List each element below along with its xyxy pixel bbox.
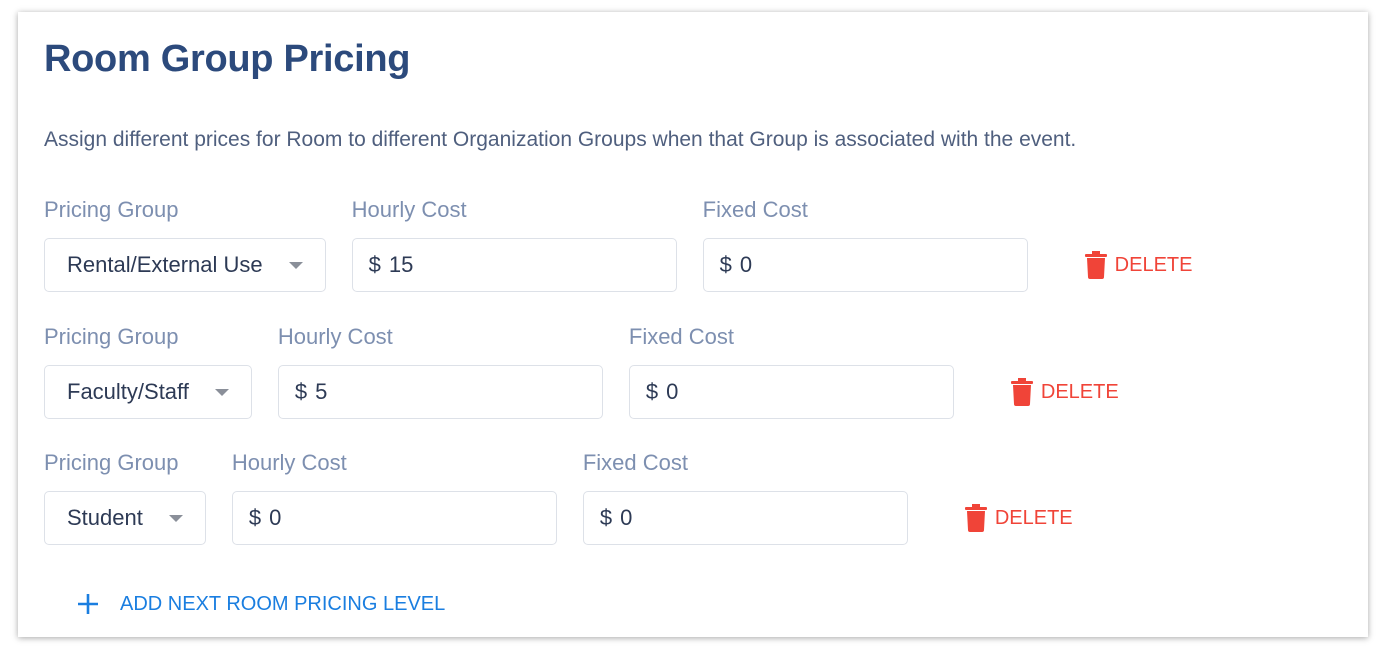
hourly-cost-field: Hourly Cost $ (231, 450, 557, 545)
pricing-group-label: Pricing Group (44, 450, 179, 475)
delete-button[interactable]: DELETE (1010, 365, 1119, 419)
hourly-cost-input[interactable] (269, 505, 530, 531)
caret-down-icon (214, 388, 229, 396)
trash-icon (964, 504, 987, 532)
fixed-cost-input[interactable] (620, 505, 881, 531)
hourly-cost-box: $ (277, 365, 603, 419)
hourly-cost-label: Hourly Cost (277, 324, 393, 349)
currency-symbol: $ (294, 379, 308, 404)
hourly-cost-field: Hourly Cost $ (277, 324, 603, 419)
hourly-cost-input[interactable] (315, 379, 576, 405)
caret-down-icon (288, 261, 303, 269)
add-pricing-level-button[interactable]: ADD NEXT ROOM PRICING LEVEL (76, 592, 445, 616)
pricing-group-field: Pricing Group Rental/External Use (44, 197, 326, 292)
pricing-group-value: Rental/External Use (67, 252, 263, 277)
page-title: Room Group Pricing (44, 38, 411, 80)
pricing-row: Pricing Group Student Hourly Cost $ Fixe… (44, 450, 1073, 545)
delete-label: DELETE (1040, 380, 1119, 403)
currency-symbol: $ (248, 505, 262, 530)
fixed-cost-input[interactable] (666, 379, 927, 405)
fixed-cost-box: $ (582, 491, 908, 545)
trash-icon (1010, 378, 1033, 406)
hourly-cost-label: Hourly Cost (231, 450, 347, 475)
pricing-group-select[interactable]: Faculty/Staff (44, 365, 252, 419)
pricing-group-field: Pricing Group Student (44, 450, 206, 545)
hourly-cost-box: $ (231, 491, 557, 545)
currency-symbol: $ (719, 252, 732, 277)
delete-button[interactable]: DELETE (964, 491, 1073, 545)
pricing-group-select[interactable]: Student (44, 491, 206, 545)
fixed-cost-field: Fixed Cost $ (628, 324, 954, 419)
pricing-group-value: Student (67, 505, 143, 530)
pricing-group-label: Pricing Group (44, 197, 179, 222)
caret-down-icon (168, 514, 183, 522)
plus-icon (78, 594, 98, 614)
pricing-group-value: Faculty/Staff (67, 379, 189, 404)
fixed-cost-box: $ (702, 238, 1028, 292)
pricing-group-label: Pricing Group (44, 324, 179, 349)
delete-label: DELETE (1114, 253, 1193, 276)
hourly-cost-field: Hourly Cost $ (351, 197, 677, 292)
fixed-cost-box: $ (628, 365, 954, 419)
hourly-cost-input[interactable] (388, 252, 649, 278)
pricing-group-select[interactable]: Rental/External Use (44, 238, 326, 292)
trash-icon (1084, 251, 1107, 279)
hourly-cost-box: $ (351, 238, 677, 292)
add-pricing-level-label: ADD NEXT ROOM PRICING LEVEL (120, 592, 446, 615)
delete-button[interactable]: DELETE (1084, 238, 1193, 292)
description: Assign different prices for Room to diff… (44, 128, 1077, 151)
fixed-cost-label: Fixed Cost (582, 450, 688, 475)
currency-symbol: $ (645, 379, 659, 404)
fixed-cost-field: Fixed Cost $ (702, 197, 1028, 292)
pricing-group-field: Pricing Group Faculty/Staff (44, 324, 252, 419)
fixed-cost-field: Fixed Cost $ (582, 450, 908, 545)
fixed-cost-label: Fixed Cost (702, 197, 808, 222)
currency-symbol: $ (368, 252, 381, 277)
delete-label: DELETE (994, 506, 1073, 529)
hourly-cost-label: Hourly Cost (351, 197, 467, 222)
room-group-pricing-card: Room Group Pricing Assign different pric… (18, 12, 1368, 637)
currency-symbol: $ (599, 505, 613, 530)
fixed-cost-input[interactable] (739, 252, 1000, 278)
pricing-row: Pricing Group Rental/External Use Hourly… (44, 197, 1192, 292)
pricing-row: Pricing Group Faculty/Staff Hourly Cost … (44, 324, 1119, 419)
fixed-cost-label: Fixed Cost (628, 324, 735, 349)
